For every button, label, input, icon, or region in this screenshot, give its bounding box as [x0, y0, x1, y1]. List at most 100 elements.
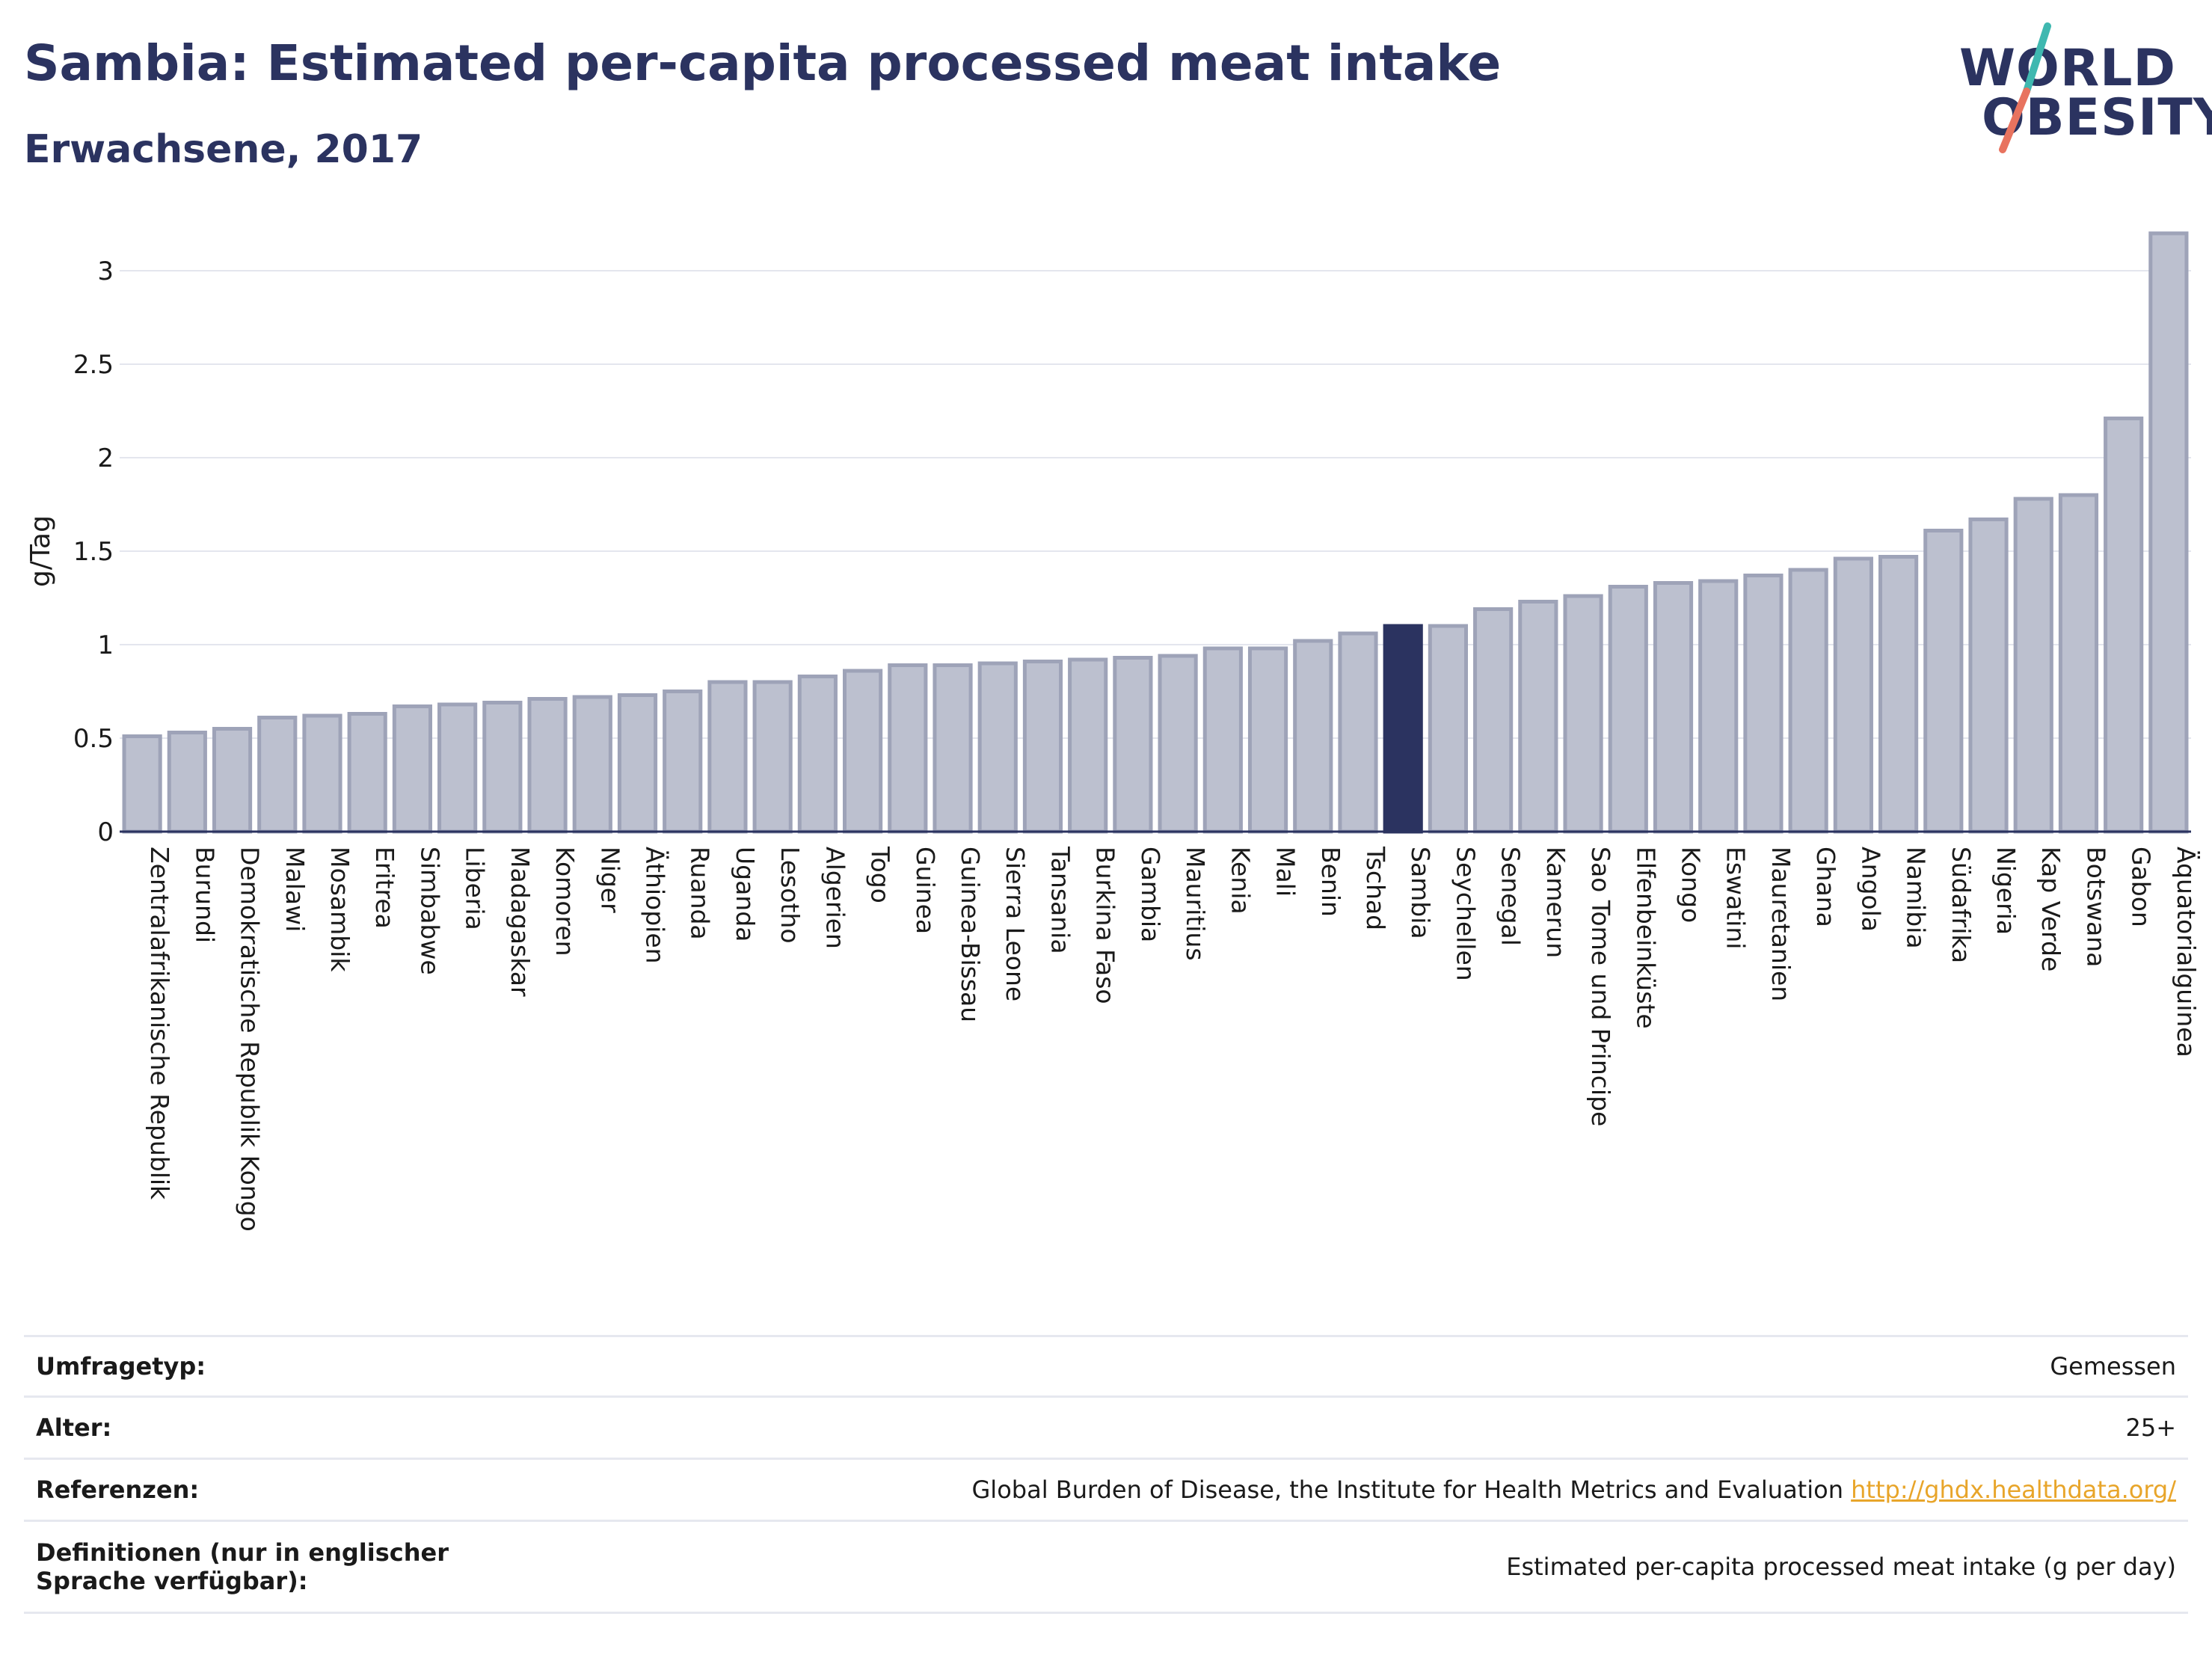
- bar: [212, 727, 253, 834]
- bar: [1068, 657, 1108, 834]
- bar: [1247, 646, 1288, 834]
- bar: [167, 731, 207, 834]
- x-tick-label: Äquatorialguinea: [2172, 847, 2201, 1057]
- bar: [797, 675, 838, 834]
- x-tick-label: Ruanda: [686, 847, 715, 940]
- meta-row-references: Referenzen: Global Burden of Disease, th…: [24, 1458, 2188, 1520]
- x-tick-label: Südafrika: [1947, 847, 1976, 963]
- x-tick-label: Demokratische Republik Kongo: [236, 847, 265, 1232]
- y-tick-label: 0: [97, 817, 114, 847]
- x-tick-label: Kamerun: [1541, 847, 1570, 958]
- bar: [122, 734, 162, 834]
- x-tick-label: Mali: [1271, 847, 1300, 897]
- meta-definitions-label: Definitionen (nur in englischer Sprache …: [36, 1538, 449, 1595]
- bar: [1022, 660, 1063, 834]
- bar: [392, 704, 433, 834]
- x-tick-label: Burkina Faso: [1091, 847, 1120, 1004]
- bar: [1563, 594, 1603, 834]
- x-tick-label: Botswana: [2081, 847, 2110, 967]
- bar: [482, 701, 523, 834]
- bar: [1968, 518, 2009, 834]
- bar: [1923, 529, 1964, 834]
- y-axis-ticks: 0 0.5 1 1.5 2 2.5 3: [73, 257, 114, 847]
- x-tick-label: Niger: [595, 847, 624, 913]
- x-tick-label: Malawi: [280, 847, 310, 932]
- x-tick-label: Gabon: [2127, 847, 2156, 927]
- bar: [1698, 579, 1739, 834]
- bar: [437, 702, 478, 834]
- metadata-table: Umfragetyp: Gemessen Alter: 25+ Referenz…: [24, 1335, 2188, 1614]
- x-tick-label: Algerien: [820, 847, 850, 949]
- bar: [617, 693, 658, 834]
- chart-subtitle: Erwachsene, 2017: [24, 127, 423, 172]
- meta-survey-type-label: Umfragetyp:: [36, 1352, 206, 1381]
- x-tick-label: Eswatini: [1721, 847, 1751, 949]
- meta-references-value: Global Burden of Disease, the Institute …: [972, 1476, 2189, 1504]
- bar: [1608, 585, 1648, 834]
- bar: [1788, 568, 1828, 834]
- x-tick-label: Mauretanien: [1766, 847, 1795, 1001]
- bar: [1293, 639, 1333, 834]
- meta-definitions-value: Estimated per-capita processed meat inta…: [1506, 1553, 2176, 1581]
- x-tick-label: Tansania: [1045, 846, 1075, 954]
- x-tick-label: Gambia: [1136, 847, 1165, 942]
- x-tick-label: Äthiopien: [641, 847, 670, 964]
- bar: [2104, 417, 2144, 834]
- x-tick-label: Lesotho: [775, 847, 805, 944]
- bar: [1473, 607, 1514, 834]
- x-tick-label: Simbabwe: [415, 847, 444, 975]
- x-tick-label: Mauritius: [1181, 847, 1210, 961]
- meta-survey-type-value: Gemessen: [2050, 1352, 2176, 1381]
- logo-word-world: WORLD: [1959, 39, 2176, 98]
- bar: [843, 669, 883, 834]
- bar: [1653, 581, 1694, 834]
- logo-slash-icon: [1999, 22, 2051, 153]
- bars: [122, 231, 2189, 834]
- y-tick-label: 1: [97, 630, 114, 660]
- bar: [1878, 555, 1919, 834]
- y-tick-label: 1.5: [73, 537, 114, 567]
- x-tick-label: Komoren: [550, 847, 580, 957]
- bar: [2013, 497, 2053, 834]
- bar: [1202, 646, 1243, 834]
- x-tick-label: Sao Tome und Principe: [1586, 847, 1615, 1126]
- x-tick-label: Uganda: [731, 847, 760, 942]
- x-tick-label: Burundi: [190, 847, 219, 943]
- meta-row-survey-type: Umfragetyp: Gemessen: [24, 1335, 2188, 1395]
- x-tick-label: Ghana: [1811, 847, 1840, 927]
- x-tick-label: Guinea-Bissau: [956, 847, 985, 1022]
- bar: [2148, 231, 2189, 834]
- bar: [888, 663, 928, 834]
- y-axis-label: g/Tag: [25, 515, 56, 587]
- x-tick-label: Sierra Leone: [1001, 847, 1030, 1001]
- x-tick-label: Seychellen: [1451, 847, 1480, 981]
- bar: [1428, 624, 1468, 834]
- bar: [752, 680, 793, 834]
- bar: [933, 663, 973, 834]
- x-tick-label: Nigeria: [1991, 847, 2021, 935]
- bar: [663, 690, 703, 834]
- bar-highlighted: [1383, 624, 1423, 834]
- x-tick-label: Zentralafrikanische Republik: [145, 847, 174, 1200]
- x-tick-label: Kenia: [1226, 847, 1255, 915]
- bar: [1158, 654, 1198, 834]
- meta-references-text: Global Burden of Disease, the Institute …: [971, 1476, 1843, 1504]
- bar: [1743, 574, 1784, 834]
- meta-row-definitions: Definitionen (nur in englischer Sprache …: [24, 1520, 2188, 1614]
- bar: [1338, 631, 1378, 834]
- bar: [1113, 656, 1153, 834]
- x-tick-label: Guinea: [911, 847, 940, 934]
- meta-references-label: Referenzen:: [36, 1476, 200, 1504]
- bar: [1833, 556, 1873, 834]
- x-axis-ticks: Zentralafrikanische Republik Burundi Demok…: [145, 846, 2201, 1232]
- meta-references-link[interactable]: http://ghdx.healthdata.org/: [1851, 1476, 2176, 1504]
- chart-title: Sambia: Estimated per-capita processed m…: [24, 34, 1502, 92]
- bar: [527, 697, 568, 834]
- meta-age-value: 25+: [2125, 1413, 2176, 1442]
- y-tick-label: 2: [97, 443, 114, 473]
- x-tick-label: Namibia: [1902, 847, 1931, 949]
- meta-row-age: Alter: 25+: [24, 1395, 2188, 1458]
- x-tick-label: Kap Verde: [2036, 847, 2065, 971]
- bar: [707, 680, 748, 834]
- bar-chart: 0 0.5 1 1.5 2 2.5 3 g/Tag Zentralafrikanische …: [25, 231, 2201, 1232]
